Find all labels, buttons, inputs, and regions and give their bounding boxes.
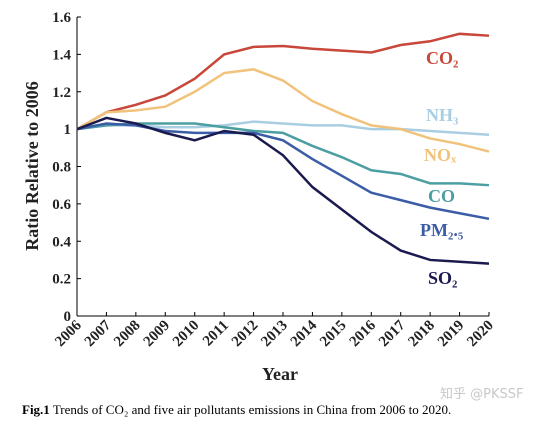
x-tick-label: 2016 [347, 317, 380, 350]
y-tick-label: 1.6 [52, 10, 71, 26]
caption-text: Trends of CO₂ and five air pollutants em… [53, 402, 451, 417]
caption-label: Fig.1 [22, 402, 50, 417]
x-tick-label: 2011 [200, 318, 232, 350]
x-axis-label: Year [262, 364, 298, 384]
y-tick-label: 1.2 [52, 85, 71, 101]
legend-label: SO₂ [428, 268, 457, 288]
x-tick-label: 2018 [405, 318, 438, 351]
y-axis-label: Ratio Relative to 2006 [22, 81, 42, 250]
y-tick-label: 1.4 [52, 47, 71, 63]
series-line [76, 32, 490, 131]
series-line [76, 122, 490, 187]
x-tick-label: 2012 [229, 318, 262, 351]
legend-label: NOₓ [424, 145, 457, 165]
x-tick-label: 2017 [376, 317, 409, 350]
x-tick-label: 2014 [288, 317, 321, 350]
series-line [76, 116, 490, 265]
x-tick-label: 2009 [141, 318, 174, 351]
x-tick-label: 2015 [317, 318, 350, 351]
y-tick-label: 0 [64, 309, 72, 325]
y-tick-label: 0.2 [52, 272, 71, 288]
legend-label: NH₃ [426, 105, 459, 125]
y-tick-label: 1 [64, 122, 72, 138]
legend-label: CO₂ [426, 48, 458, 68]
x-tick-label: 2006 [52, 317, 85, 350]
caption: Fig.1 Trends of CO₂ and five air polluta… [22, 402, 451, 417]
x-tick-label: 2008 [111, 318, 144, 351]
x-tick-label: 2010 [170, 318, 203, 351]
x-tick-label: 2007 [82, 317, 115, 350]
x-tick-label: 2019 [435, 318, 468, 351]
series-line [76, 68, 490, 153]
y-tick-label: 0.4 [52, 234, 71, 250]
x-tick-label: 2020 [464, 318, 497, 351]
watermark: 知乎 @PKSSF [440, 386, 523, 402]
legend-label: PM₂.₅ [420, 220, 463, 240]
x-tick-label: 2013 [258, 318, 291, 351]
legend-label: CO [428, 186, 455, 206]
y-tick-label: 0.8 [52, 160, 71, 176]
y-tick-label: 0.6 [52, 197, 71, 213]
